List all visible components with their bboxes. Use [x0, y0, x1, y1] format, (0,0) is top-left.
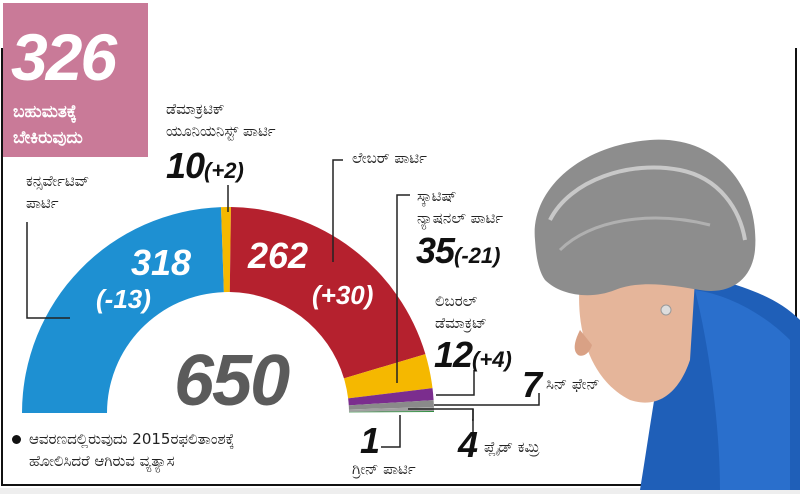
- label-sinnfein: ಸಿನ್ ಫೇನ್: [546, 375, 600, 393]
- majority-box: 326 ಬಹುಮತಕ್ಕೆ ಬೇಕಿರುವುದು: [3, 3, 148, 157]
- leader-green: [381, 415, 401, 448]
- snp-seats-change: 35(-21): [416, 230, 501, 271]
- leader-conservative: [26, 222, 70, 319]
- segment-1: [221, 206, 231, 293]
- leader-lines: [26, 159, 540, 448]
- legend-note: ಆವರಣದಲ್ಲಿರುವುದು 2015ರಫಲಿತಾಂಶಕ್ಕೆ ಹೋಲಿಸಿದ…: [12, 428, 234, 472]
- labour-seats: 262: [248, 235, 309, 276]
- leader-libdem: [436, 370, 475, 396]
- segment-3: [343, 354, 433, 399]
- leader-sinnfein: [434, 393, 540, 406]
- label-labour: ಲೇಬರ್ ಪಾರ್ಟಿ: [352, 149, 427, 167]
- segment-5: [348, 400, 434, 410]
- sinnfein-seats: 7: [522, 364, 542, 405]
- label-dup: ಡೆಮಾಕ್ರಟಿಕ್ ಯೂನಿಯನಿಸ್ಟ್ ಪಾರ್ಟಿ: [166, 100, 276, 140]
- bottom-strip: [0, 488, 800, 494]
- conservative-seats: 318: [131, 242, 192, 283]
- majority-label: ಬಹುಮತಕ್ಕೆ ಬೇಕಿರುವುದು: [13, 102, 83, 148]
- green-seats: 1: [360, 420, 380, 461]
- segment-2: [229, 207, 426, 379]
- label-plaid: ಪ್ಲೈಡ್ ಕಮ್ರಿ: [484, 438, 540, 456]
- total-seats: 650: [174, 341, 290, 421]
- conservative-change: (-13): [96, 284, 151, 314]
- label-conservative: ಕನ್ಸರ್ವೇಟಿವ್ ಪಾರ್ಟಿ: [26, 172, 90, 212]
- majority-number: 326: [11, 20, 117, 94]
- plaid-seats: 4: [458, 424, 478, 465]
- label-libdem: ಲಿಬರಲ್ ಡೆಮಾಕ್ರಟ್: [435, 292, 487, 332]
- label-green: ಗ್ರೀನ್ ಪಾರ್ಟಿ: [352, 460, 416, 478]
- label-snp: ಸ್ಕಾಟಿಷ್ ನ್ಯಾಷನಲ್ ಪಾರ್ಟಿ: [417, 187, 504, 227]
- segment-6: [348, 407, 434, 412]
- segment-4: [348, 388, 434, 406]
- leader-snp: [396, 194, 410, 383]
- bullet-icon: [12, 435, 21, 444]
- libdem-seats-change: 12(+4): [434, 334, 512, 375]
- labour-change: (+30): [312, 280, 374, 310]
- leader-labour: [332, 159, 343, 262]
- dup-seats-change: 10(+2): [166, 145, 244, 186]
- chart-frame: [1, 48, 797, 486]
- segment-7: [348, 411, 434, 413]
- segment-0: [22, 207, 224, 413]
- photo-person: [534, 139, 800, 490]
